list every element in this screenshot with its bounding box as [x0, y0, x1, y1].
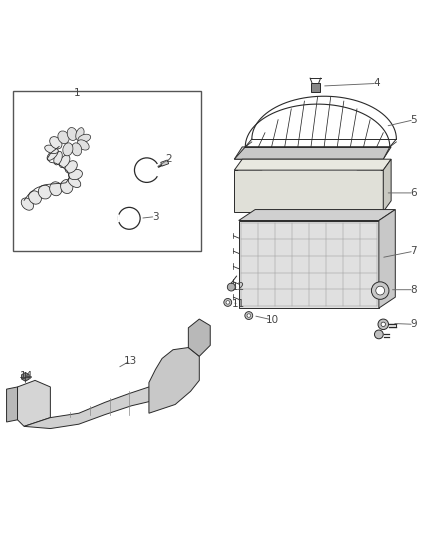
Polygon shape: [234, 147, 391, 159]
Polygon shape: [149, 348, 199, 413]
Text: 4: 4: [373, 78, 380, 88]
Ellipse shape: [69, 169, 82, 180]
Text: 9: 9: [410, 319, 417, 329]
Ellipse shape: [63, 143, 73, 156]
Polygon shape: [7, 387, 18, 422]
Circle shape: [381, 322, 385, 327]
Text: 11: 11: [232, 299, 245, 309]
Text: 14: 14: [20, 371, 33, 381]
Polygon shape: [234, 159, 391, 170]
Polygon shape: [24, 381, 175, 429]
Ellipse shape: [76, 128, 84, 140]
Circle shape: [247, 314, 251, 317]
Polygon shape: [239, 209, 395, 221]
Ellipse shape: [77, 140, 89, 150]
Ellipse shape: [59, 155, 70, 168]
Text: 2: 2: [165, 154, 172, 164]
Ellipse shape: [71, 143, 82, 156]
Text: 6: 6: [410, 188, 417, 198]
Ellipse shape: [45, 145, 58, 154]
Polygon shape: [234, 170, 383, 212]
Polygon shape: [234, 147, 390, 159]
Circle shape: [374, 330, 383, 339]
Text: 7: 7: [410, 246, 417, 256]
Circle shape: [224, 298, 232, 306]
Text: 5: 5: [410, 115, 417, 125]
Text: 3: 3: [152, 212, 159, 222]
Polygon shape: [239, 221, 379, 308]
Circle shape: [378, 319, 389, 329]
Ellipse shape: [49, 136, 62, 149]
Ellipse shape: [39, 185, 51, 199]
Ellipse shape: [54, 151, 62, 165]
Bar: [13, 91, 201, 251]
Text: 12: 12: [232, 281, 245, 292]
Circle shape: [371, 282, 389, 300]
Circle shape: [245, 312, 253, 319]
Bar: [311, 83, 320, 92]
Circle shape: [227, 283, 235, 291]
Ellipse shape: [21, 198, 34, 210]
Ellipse shape: [49, 182, 62, 196]
Text: 8: 8: [410, 285, 417, 295]
Ellipse shape: [65, 161, 78, 173]
Bar: [161, 160, 169, 166]
Circle shape: [376, 286, 385, 295]
Ellipse shape: [78, 134, 91, 142]
Polygon shape: [383, 159, 391, 212]
Ellipse shape: [28, 191, 42, 204]
Ellipse shape: [60, 180, 73, 193]
Text: 10: 10: [266, 315, 279, 325]
Polygon shape: [379, 209, 395, 308]
Ellipse shape: [67, 127, 78, 141]
Text: 1: 1: [73, 88, 80, 99]
Polygon shape: [188, 319, 210, 356]
Circle shape: [226, 301, 230, 304]
Ellipse shape: [58, 131, 69, 143]
Text: 13: 13: [124, 356, 137, 366]
Ellipse shape: [47, 149, 58, 160]
Ellipse shape: [68, 177, 81, 188]
Polygon shape: [18, 381, 50, 426]
